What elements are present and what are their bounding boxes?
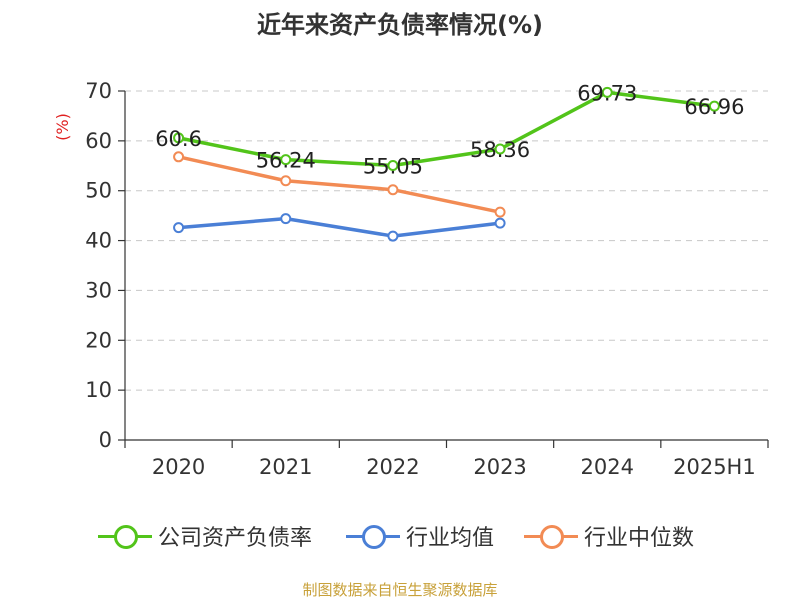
chart-title: 近年来资产负债率情况(%) bbox=[257, 11, 543, 39]
x-tick-label-2022: 2022 bbox=[366, 455, 419, 479]
data-point-s2-2023 bbox=[494, 206, 506, 218]
series-line-0 bbox=[176, 90, 717, 168]
data-label-s0-2022: 55.05 bbox=[363, 155, 423, 179]
legend-item-company[interactable]: 公司资产负债率 bbox=[98, 522, 313, 551]
x-tick-label-2021: 2021 bbox=[259, 455, 312, 479]
y-tick-label-40: 40 bbox=[85, 229, 112, 253]
data-point-s0-2023 bbox=[494, 143, 506, 155]
series-line-2 bbox=[176, 155, 502, 214]
data-label-s0-2021: 56.24 bbox=[256, 149, 316, 173]
legend-item-industry-median[interactable]: 行业中位数 bbox=[524, 522, 695, 551]
y-tick-label-50: 50 bbox=[85, 179, 112, 203]
legend-label-company: 公司资产负债率 bbox=[158, 526, 313, 551]
data-label-s0-2023: 58.36 bbox=[470, 138, 530, 162]
data-label-s0-2020: 60.6 bbox=[155, 127, 202, 151]
data-point-s0-2020 bbox=[173, 132, 185, 144]
data-point-s0-2021 bbox=[280, 154, 292, 166]
data-point-s1-2023 bbox=[494, 217, 506, 229]
data-point-s0-2024 bbox=[601, 86, 613, 98]
x-tick-label-2025H1: 2025H1 bbox=[673, 455, 756, 479]
y-tick-label-70: 70 bbox=[85, 79, 112, 103]
data-point-s1-2021 bbox=[280, 213, 292, 225]
series-line-1 bbox=[176, 216, 502, 238]
y-tick-label-60: 60 bbox=[85, 129, 112, 153]
y-tick-label-10: 10 bbox=[85, 378, 112, 402]
data-point-s2-2022 bbox=[387, 184, 399, 196]
data-point-s0-2025H1 bbox=[708, 100, 720, 112]
data-label-s0-2025H1: 66.96 bbox=[684, 95, 744, 119]
data-point-s1-2022 bbox=[387, 230, 399, 242]
data-point-s2-2020 bbox=[173, 151, 185, 163]
y-tick-label-0: 0 bbox=[99, 428, 112, 452]
data-point-s1-2020 bbox=[173, 222, 185, 234]
y-axis-label: (%) bbox=[53, 113, 72, 141]
legend-label-industry-median: 行业中位数 bbox=[584, 526, 695, 551]
source-note: 制图数据来自恒生聚源数据库 bbox=[302, 581, 498, 599]
x-tick-label-2024: 2024 bbox=[581, 455, 634, 479]
x-tick-label-2020: 2020 bbox=[152, 455, 205, 479]
legend-marker-company bbox=[98, 524, 152, 549]
legend-item-industry-mean[interactable]: 行业均值 bbox=[346, 522, 495, 551]
y-tick-label-30: 30 bbox=[85, 278, 112, 302]
data-point-s0-2022 bbox=[387, 160, 399, 172]
legend-marker-industry-mean bbox=[346, 524, 400, 549]
legend-marker-industry-median bbox=[524, 524, 578, 549]
data-label-s0-2024: 69.73 bbox=[577, 81, 637, 105]
legend-label-industry-mean: 行业均值 bbox=[406, 526, 495, 551]
x-tick-label-2023: 2023 bbox=[473, 455, 526, 479]
y-tick-label-20: 20 bbox=[85, 328, 112, 352]
data-point-s2-2021 bbox=[280, 175, 292, 187]
